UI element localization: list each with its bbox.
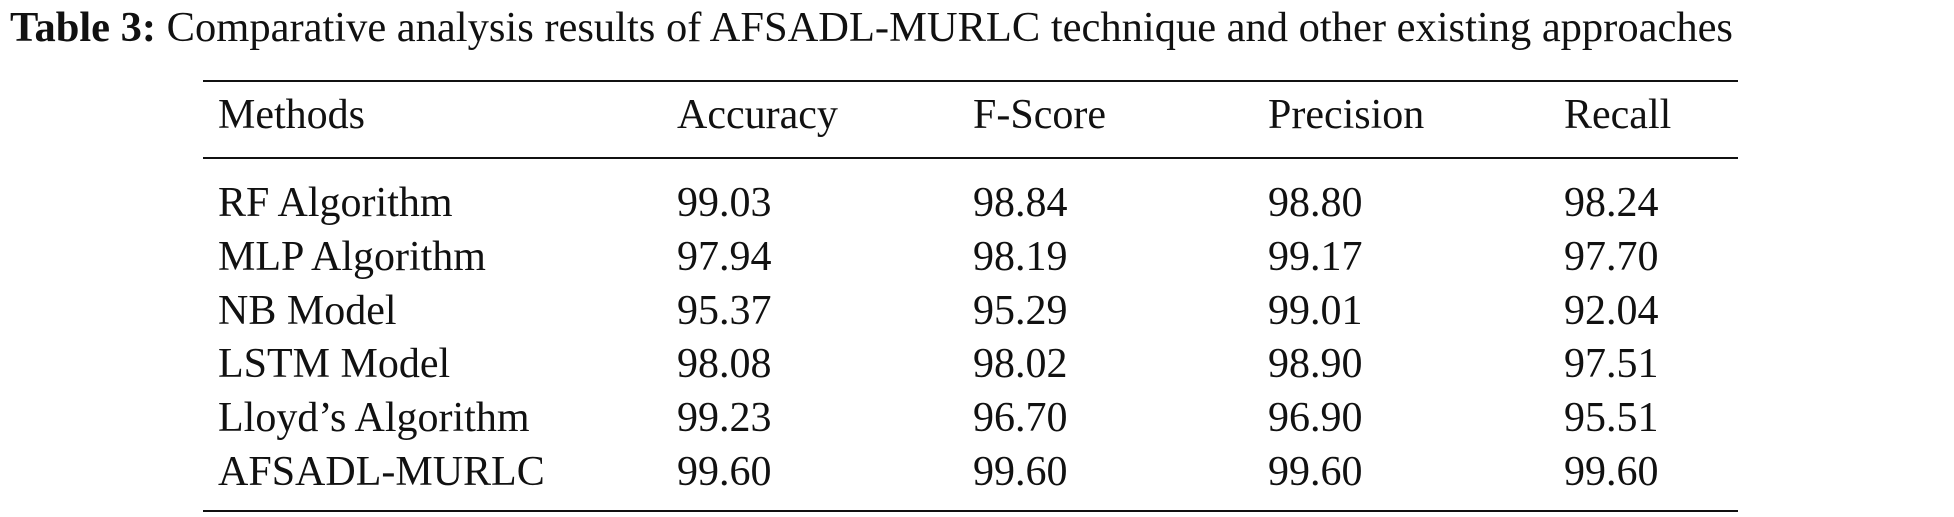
metric-value: 99.60 xyxy=(1564,449,1659,495)
metric-value: 95.51 xyxy=(1564,395,1659,441)
method-name: Lloyd’s Algorithm xyxy=(218,395,530,441)
caption-text: Comparative analysis results of AFSADL-M… xyxy=(166,4,1733,51)
metric-value: 99.17 xyxy=(1268,234,1363,280)
metric-value: 99.60 xyxy=(1268,449,1363,495)
metric-value: 99.23 xyxy=(677,395,772,441)
header-cell: Precision xyxy=(1268,92,1425,138)
metric-value: 98.80 xyxy=(1268,180,1363,226)
caption-label: Table 3: xyxy=(10,4,157,51)
metric-value: 98.24 xyxy=(1564,180,1659,226)
top-rule xyxy=(203,80,1738,82)
metric-value: 98.19 xyxy=(973,234,1068,280)
caption: Table 3: Comparative analysis results of… xyxy=(10,6,1733,50)
metric-value: 97.70 xyxy=(1564,234,1659,280)
metric-value: 98.08 xyxy=(677,341,772,387)
header-cell: Accuracy xyxy=(677,92,838,138)
header-rule xyxy=(203,157,1738,159)
method-name: RF Algorithm xyxy=(218,180,453,226)
metric-value: 99.60 xyxy=(973,449,1068,495)
metric-value: 92.04 xyxy=(1564,288,1659,334)
metric-value: 97.94 xyxy=(677,234,772,280)
header-cell: Recall xyxy=(1564,92,1672,138)
bottom-rule xyxy=(203,510,1738,512)
header-cell: Methods xyxy=(218,92,365,138)
metric-value: 96.90 xyxy=(1268,395,1363,441)
metric-value: 97.51 xyxy=(1564,341,1659,387)
metric-value: 96.70 xyxy=(973,395,1068,441)
metric-value: 98.84 xyxy=(973,180,1068,226)
method-name: LSTM Model xyxy=(218,341,451,387)
metric-value: 99.01 xyxy=(1268,288,1363,334)
method-name: AFSADL-MURLC xyxy=(218,449,545,495)
metric-value: 95.29 xyxy=(973,288,1068,334)
metric-value: 99.03 xyxy=(677,180,772,226)
method-name: NB Model xyxy=(218,288,397,334)
header-cell: F-Score xyxy=(973,92,1106,138)
method-name: MLP Algorithm xyxy=(218,234,486,280)
metric-value: 95.37 xyxy=(677,288,772,334)
metric-value: 98.02 xyxy=(973,341,1068,387)
metric-value: 98.90 xyxy=(1268,341,1363,387)
metric-value: 99.60 xyxy=(677,449,772,495)
